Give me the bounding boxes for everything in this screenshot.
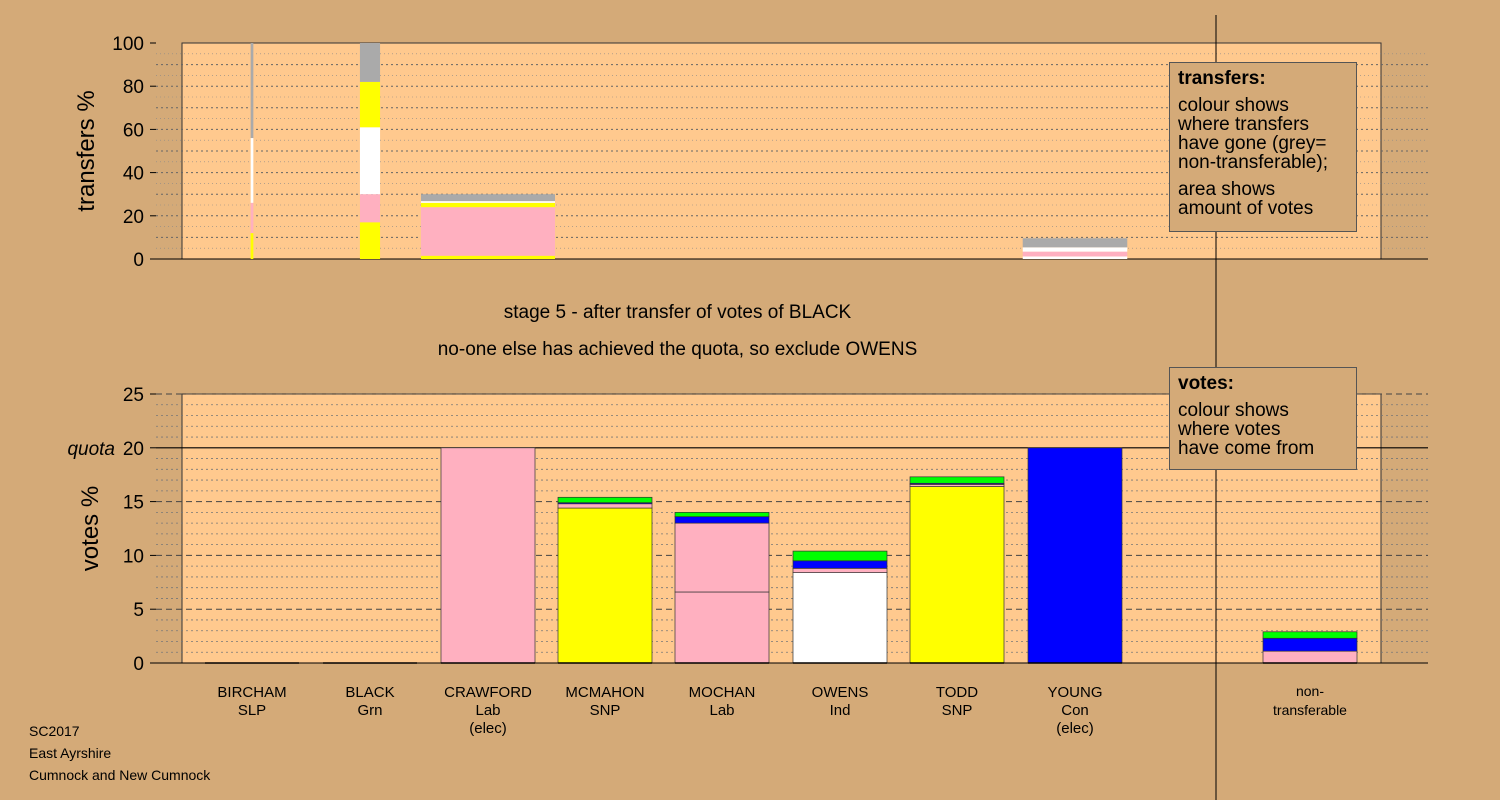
quota-label: quota <box>67 439 115 460</box>
transfers-tick-label: 20 <box>123 207 144 228</box>
vote-segment <box>1262 637 1358 652</box>
transfers-legend-line: amount of votes <box>1178 198 1314 219</box>
vote-segment <box>792 550 888 562</box>
transfers-tick-label: 60 <box>123 120 144 141</box>
candidate-name-label: MOCHAN <box>689 684 756 701</box>
transfer-segment <box>421 255 555 259</box>
footer-council: East Ayrshire <box>29 745 112 761</box>
transfer-segment <box>1022 256 1128 259</box>
candidate-name-label: BLACK <box>345 684 394 701</box>
votes-tick-label: 5 <box>133 600 144 621</box>
transfers-axis-label: transfers % <box>73 90 100 211</box>
candidate-party-label: Ind <box>830 702 851 719</box>
nontransferable-label: transferable <box>1273 702 1347 718</box>
votes-legend-title: votes: <box>1178 373 1234 394</box>
vote-segment <box>674 512 770 518</box>
transfers-legend-line: non-transferable); <box>1178 152 1328 173</box>
transfer-segment <box>421 194 555 202</box>
votes-legend-line: colour shows <box>1178 400 1289 421</box>
vote-segment <box>557 503 653 509</box>
transfer-segment <box>1022 247 1128 252</box>
candidate-status-label: (elec) <box>1056 720 1094 737</box>
candidate-party-label: SNP <box>942 702 973 719</box>
transfers-tick-label: 0 <box>133 250 144 271</box>
vote-segment <box>792 560 888 569</box>
candidate-party-label: Con <box>1061 702 1089 719</box>
votes-axis-label: votes % <box>77 486 104 571</box>
footer-ward: Cumnock and New Cumnock <box>29 767 211 783</box>
votes-legend-line: have come from <box>1178 438 1315 459</box>
transfers-legend: transfers: colour shows where transfers … <box>1169 62 1357 232</box>
votes-tick-label: 25 <box>123 385 144 406</box>
transfer-segment <box>250 138 254 203</box>
vote-segment <box>909 476 1005 484</box>
vote-segment <box>1262 631 1358 639</box>
transfer-segment <box>359 194 381 223</box>
transfer-segment <box>1022 238 1128 248</box>
transfer-segment <box>250 43 254 139</box>
vote-segment <box>909 486 1005 664</box>
transfer-segment <box>359 127 381 195</box>
vote-segment <box>557 496 653 504</box>
vote-segment <box>674 522 770 593</box>
transfers-legend-line: have gone (grey= <box>1178 133 1327 154</box>
candidate-party-label: SLP <box>238 702 266 719</box>
vote-segment <box>792 567 888 573</box>
candidate-name-label: YOUNG <box>1047 684 1102 701</box>
votes-tick-label: 15 <box>123 493 144 514</box>
vote-segment <box>440 447 536 664</box>
candidate-name-label: TODD <box>936 684 978 701</box>
transfer-segment <box>250 202 254 234</box>
candidate-party-label: Lab <box>709 702 734 719</box>
transfer-segment <box>421 201 555 203</box>
candidate-name-label: CRAWFORD <box>444 684 532 701</box>
transfer-segment <box>1022 251 1128 257</box>
transfer-segment <box>359 81 381 128</box>
votes-tick-label: 0 <box>133 654 144 675</box>
footer-election: SC2017 <box>29 723 80 739</box>
transfers-legend-title: transfers: <box>1178 68 1266 89</box>
transfers-tick-label: 40 <box>123 164 144 185</box>
exclusion-caption: no-one else has achieved the quota, so e… <box>437 339 918 360</box>
candidate-party-label: Lab <box>475 702 500 719</box>
nontransferable-label: non- <box>1296 683 1324 699</box>
votes-tick-label: 20 <box>123 439 144 460</box>
transfers-tick-label: 100 <box>112 34 144 55</box>
votes-tick-label: 10 <box>123 546 144 567</box>
candidate-party-label: Grn <box>357 702 382 719</box>
footer: SC2017 East Ayrshire Cumnock and New Cum… <box>29 720 210 786</box>
candidate-name-label: OWENS <box>812 684 869 701</box>
stage-caption: stage 5 - after transfer of votes of BLA… <box>503 302 852 323</box>
transfer-segment <box>359 43 381 82</box>
transfers-legend-line: where transfers <box>1178 114 1309 135</box>
vote-segment <box>1027 447 1123 664</box>
transfer-segment <box>421 207 555 256</box>
transfers-legend-line: colour shows <box>1178 95 1289 116</box>
candidate-status-label: (elec) <box>469 720 507 737</box>
vote-segment <box>1262 650 1358 664</box>
transfers-tick-label: 80 <box>123 77 144 98</box>
candidate-name-label: MCMAHON <box>565 684 644 701</box>
vote-segment <box>792 572 888 664</box>
transfer-segment <box>250 233 254 259</box>
transfer-segment <box>359 222 381 259</box>
vote-segment <box>557 507 653 664</box>
vote-segment <box>674 516 770 524</box>
candidate-name-label: BIRCHAM <box>217 684 286 701</box>
candidate-party-label: SNP <box>590 702 621 719</box>
votes-legend: votes: colour shows where votes have com… <box>1169 367 1357 470</box>
vote-segment <box>674 591 770 664</box>
votes-legend-line: where votes <box>1178 419 1281 440</box>
transfers-legend-line: area shows <box>1178 179 1276 200</box>
transfer-segment <box>421 202 555 208</box>
